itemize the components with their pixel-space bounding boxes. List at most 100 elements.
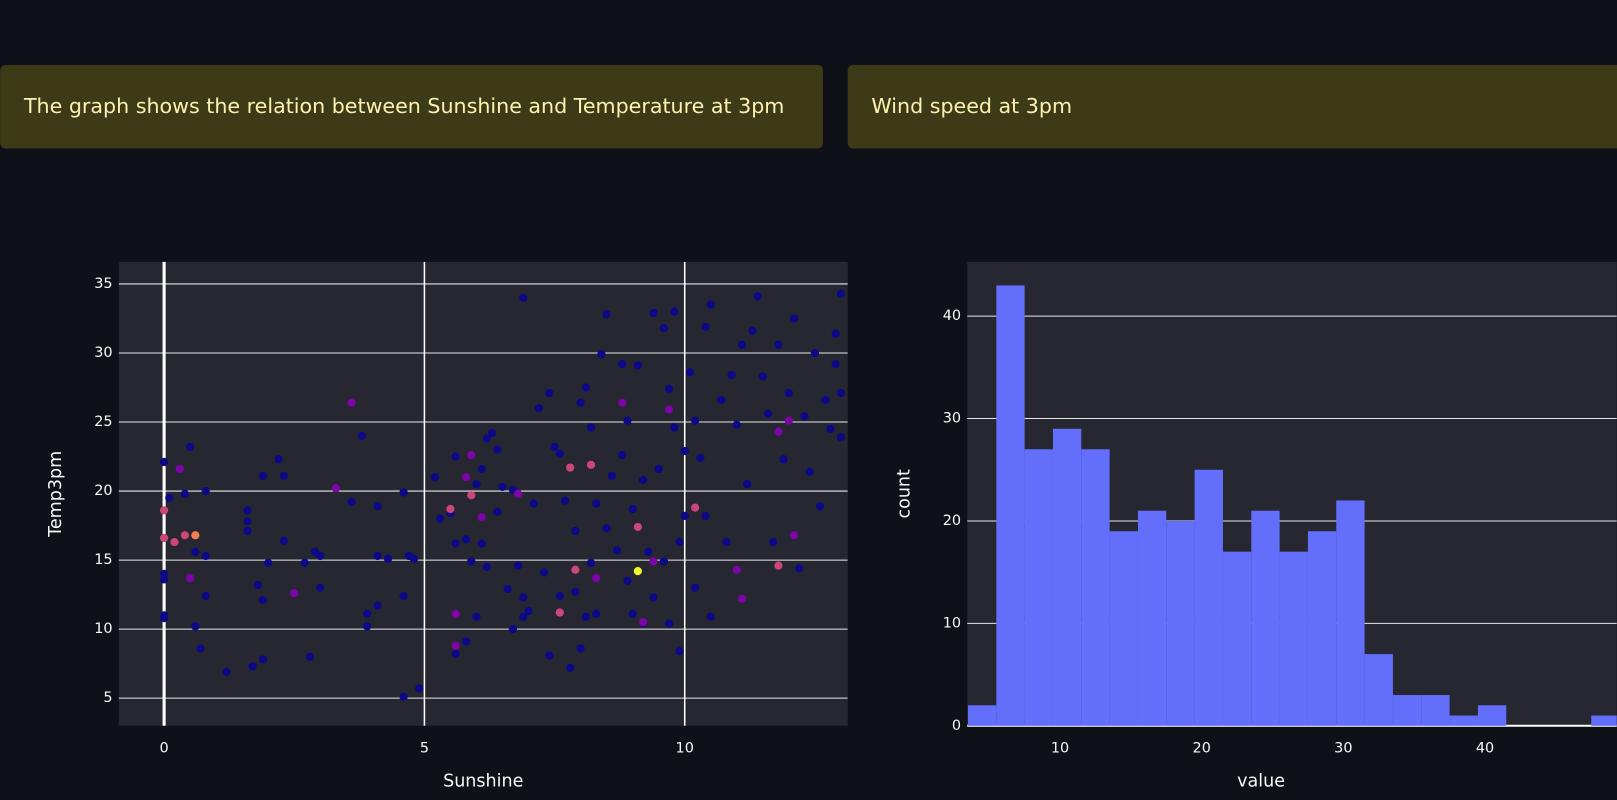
scatter-point [451,641,460,650]
scatter-point [566,463,575,472]
scatter-point [482,434,492,443]
scatter-point [451,539,460,548]
scatter-point [472,480,481,489]
scatter-point [633,361,642,370]
scatter-point [383,554,393,563]
scatter-point [159,533,169,543]
scatter-point [165,493,174,503]
scatter-point [571,587,580,596]
info-text: The graph shows the relation between Sun… [23,94,784,118]
scatter-point [508,625,518,634]
scatter-point [805,467,814,476]
y-axis-title: count [894,469,914,519]
scatter-point [555,608,564,617]
x-tick-label: 40 [1476,740,1494,756]
scatter-point [191,547,200,556]
scatter-point [633,567,642,576]
scatter-point [592,573,601,583]
scatter-point [347,497,356,507]
scatter-point [514,561,523,570]
scatter-point [467,451,476,460]
scatter-point [810,348,819,358]
x-tick-label: 30 [1334,740,1352,756]
scatter-point [800,412,809,421]
scatter-point [769,538,778,547]
scatter-point [514,489,523,498]
scatter-point [571,565,580,574]
scatter-point [680,446,689,456]
scatter-point [670,307,679,316]
scatter-point [159,613,169,623]
scatter-point [493,445,502,454]
histogram-bar [1137,510,1167,726]
scatter-point [784,416,793,425]
scatter-point [196,644,205,653]
scatter-point [316,551,325,561]
scatter-point [487,428,497,438]
scatter-point [732,565,741,574]
scatter-point [430,473,439,482]
scatter-point [560,496,570,505]
scatter-point [784,388,793,398]
scatter-point [519,612,528,621]
scatter-point [477,464,486,474]
scatter-point [774,561,783,570]
histogram-bar [1052,428,1082,726]
scatter-point [649,593,658,602]
scatter-point [305,652,314,661]
scatter-point [659,324,669,333]
scatter-point [373,551,382,561]
scatter-point [201,551,210,561]
scatter-point [826,424,835,434]
scatter-point [258,596,268,605]
scatter-point [571,526,580,536]
y-tick-label: 10 [943,615,961,631]
scatter-point [243,517,252,526]
scatter-point [201,486,210,496]
scatter-point [264,558,273,567]
scatter-point [316,583,325,592]
y-tick-label: 5 [103,690,112,706]
y-tick-label: 10 [94,621,112,637]
scatter-point [331,484,341,493]
scatter-point [654,464,663,474]
plot-area [118,261,848,726]
scatter-point [691,583,700,592]
scatter-point [602,524,611,533]
scatter-point [253,580,262,590]
scatter-point [357,431,367,440]
y-tick-label: 30 [943,411,961,427]
histogram-bar [1251,510,1280,726]
x-tick-label: 5 [420,740,429,756]
scatter-point [467,491,476,500]
scatter-point [586,558,596,567]
scatter-point [477,513,486,522]
scatter-point [701,322,710,331]
scatter-point [680,511,689,521]
scatter-point [159,506,169,515]
scatter-point [191,622,200,631]
scatter-point [186,442,195,451]
y-tick-label: 35 [94,276,112,292]
scatter-point [727,370,736,380]
scatter-point [461,535,471,544]
scatter-point [685,368,695,377]
histogram-bar [1392,695,1422,726]
scatter-point [691,416,700,425]
x-tick-label: 20 [1193,740,1211,756]
scatter-point [696,453,705,463]
scatter-point [373,502,382,511]
scatter-point [581,612,590,621]
x-tick-label: 10 [1051,740,1069,756]
scatter-point [618,451,627,460]
histogram-bar [1449,715,1478,726]
scatter-point [670,423,679,432]
scatter-point [701,511,710,521]
scatter-point [779,455,788,464]
scatter-point [519,293,528,302]
histogram-bar [1364,654,1393,726]
scatter-point [602,310,611,319]
scatter-point [550,442,559,451]
scatter-point [279,471,288,480]
histogram-bar [1166,520,1195,726]
